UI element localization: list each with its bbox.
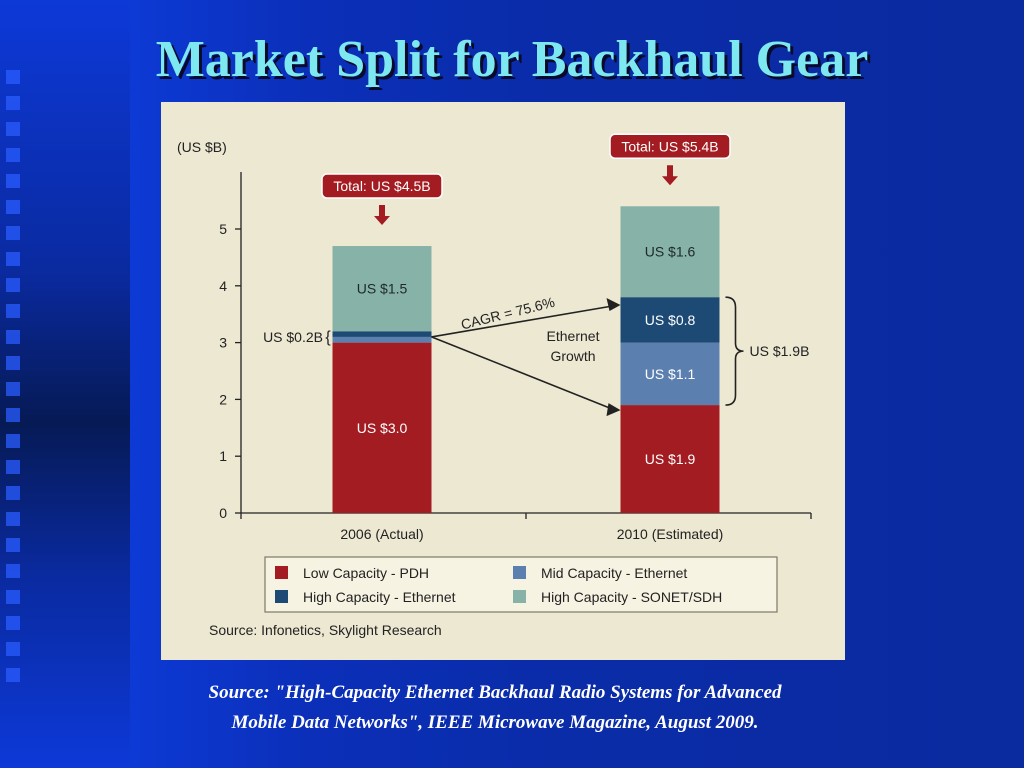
bar-segment — [332, 342, 432, 513]
stacked-bar-chart: (US $B) 0 1 2 3 4 5 US $3.0 US $1.5 2006 (Actual)… — [177, 133, 812, 638]
arrowhead-icon — [606, 403, 621, 417]
legend-swatch — [513, 590, 526, 603]
bar-segment — [620, 297, 720, 343]
bar-value-label: US $1.5 — [357, 281, 408, 297]
y-tick-label: 1 — [219, 448, 227, 464]
eth-2006-brace-icon: { — [325, 329, 331, 346]
y-tick-label: 3 — [219, 335, 227, 351]
total-callout — [321, 173, 443, 199]
chart-panel: (US $B) 0 1 2 3 4 5 US $3.0 US $1.5 2006 (Actual)… — [161, 102, 845, 660]
legend-label: Low Capacity - PDH — [303, 565, 429, 581]
slide-title: Market Split for Backhaul Gear — [155, 31, 869, 88]
total-callout — [609, 133, 731, 160]
eth-2010-label: US $1.9B — [750, 343, 810, 359]
legend-swatch — [513, 566, 526, 579]
y-tick-label: 0 — [219, 505, 227, 521]
eth-2010-brace-icon — [725, 296, 744, 406]
legend-swatch — [275, 566, 288, 579]
y-tick-label: 5 — [219, 221, 227, 237]
x-tick-label: 2006 (Actual) — [340, 526, 423, 542]
growth-arrow-lower — [431, 336, 613, 410]
bar-value-label: US $1.6 — [645, 244, 696, 260]
eth-2006-label: US $0.2B — [263, 329, 323, 345]
growth-label: Growth — [550, 348, 595, 364]
bar-value-label: US $1.9 — [645, 451, 696, 467]
bar-segment — [332, 336, 432, 343]
source-caption: Source: "High-Capacity Ethernet Backhaul… — [0, 678, 990, 738]
growth-label: Ethernet — [547, 328, 600, 344]
x-tick-label: 2010 (Estimated) — [617, 526, 724, 542]
total-arrow-icon — [374, 205, 390, 226]
total-label: Total: US $5.4B — [621, 138, 718, 154]
bar-value-label: US $0.8 — [645, 312, 696, 328]
chart-source-label: Source: Infonetics, Skylight Research — [209, 622, 442, 638]
legend-label: High Capacity - SONET/SDH — [541, 589, 722, 605]
legend-swatch — [275, 590, 288, 603]
left-decoration — [0, 0, 130, 768]
legend-label: High Capacity - Ethernet — [303, 589, 456, 605]
caption-line-2: Mobile Data Networks", IEEE Microwave Ma… — [231, 712, 759, 733]
bar-segment — [620, 206, 720, 298]
y-axis-label: (US $B) — [177, 139, 227, 155]
bar-value-label: US $1.1 — [645, 366, 696, 382]
square-bullets-decoration — [6, 70, 28, 694]
y-tick-label: 2 — [219, 391, 227, 407]
arrowhead-icon — [606, 298, 621, 311]
legend-label: Mid Capacity - Ethernet — [541, 565, 687, 581]
bar-segment — [620, 405, 720, 513]
y-tick-label: 4 — [219, 278, 227, 294]
bar-segment — [620, 342, 720, 406]
growth-arrow-upper — [431, 305, 613, 338]
bar-segment — [332, 246, 432, 332]
caption-line-1: Source: "High-Capacity Ethernet Backhaul… — [208, 682, 782, 703]
bar-segment — [332, 331, 432, 337]
bar-value-label: US $3.0 — [357, 420, 408, 436]
total-label: Total: US $4.5B — [333, 178, 430, 194]
cagr-label: CAGR = 75.6% — [459, 294, 556, 333]
total-arrow-icon — [662, 165, 678, 186]
